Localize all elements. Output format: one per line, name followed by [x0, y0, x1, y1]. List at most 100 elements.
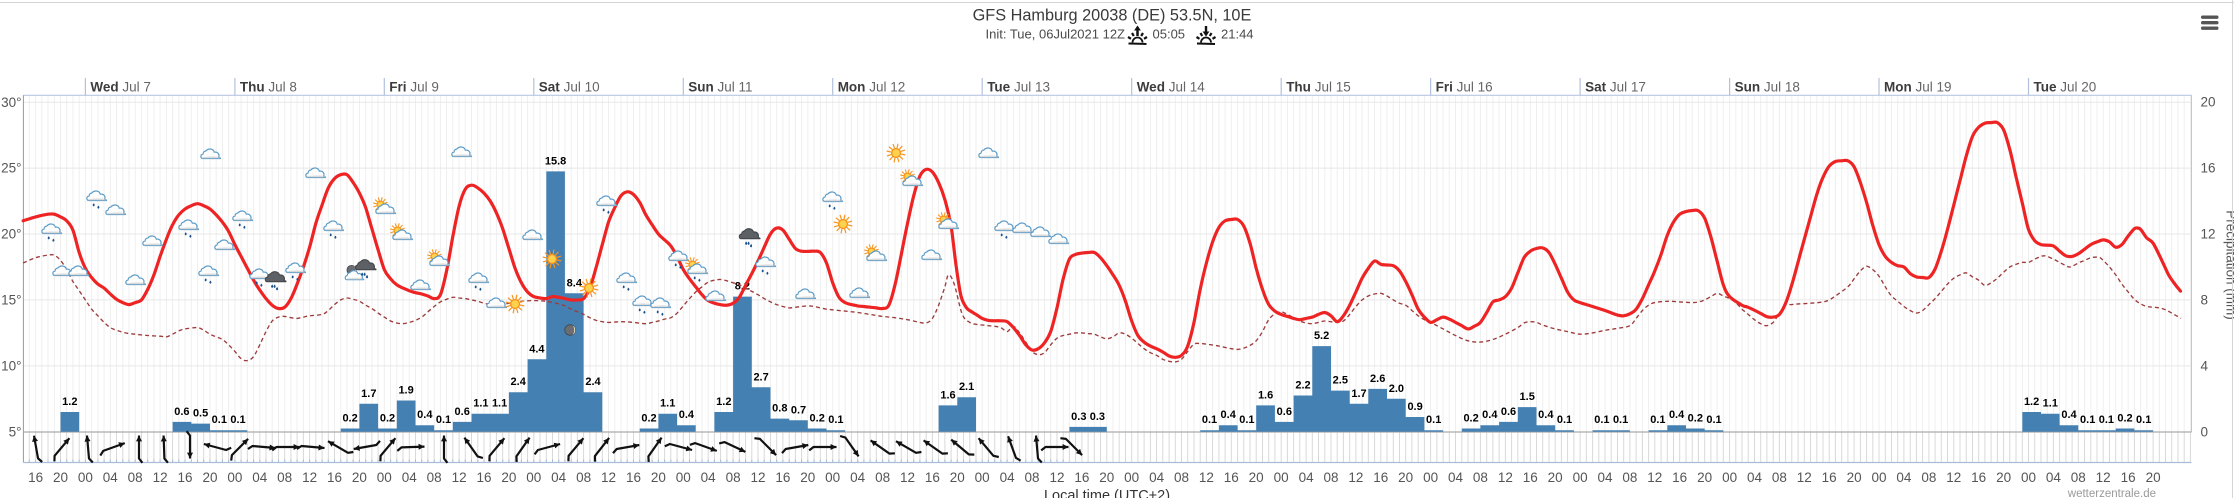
- svg-text:25°: 25°: [1, 161, 21, 176]
- svg-text:0.9: 0.9: [1407, 401, 1422, 413]
- svg-text:Init: Tue, 06Jul2021 12Z: Init: Tue, 06Jul2021 12Z: [986, 27, 1126, 42]
- svg-text:0.2: 0.2: [1688, 413, 1703, 425]
- svg-text:0.8: 0.8: [772, 403, 787, 415]
- svg-text:Sat Jul 10: Sat Jul 10: [539, 80, 600, 95]
- svg-text:0.6: 0.6: [1277, 406, 1292, 418]
- svg-text:16: 16: [1822, 470, 1837, 485]
- svg-text:Thu Jul 8: Thu Jul 8: [240, 80, 297, 95]
- svg-text:12: 12: [302, 470, 317, 485]
- svg-text:1.1: 1.1: [492, 398, 507, 410]
- svg-text:08: 08: [277, 470, 292, 485]
- svg-text:0.7: 0.7: [791, 404, 806, 416]
- svg-text:08: 08: [1622, 470, 1637, 485]
- svg-text:12: 12: [1946, 470, 1961, 485]
- svg-text:8: 8: [2201, 293, 2209, 308]
- svg-text:2.4: 2.4: [511, 376, 527, 388]
- svg-text:0.1: 0.1: [1650, 414, 1665, 426]
- svg-text:16: 16: [775, 470, 790, 485]
- svg-text:Sat Jul 17: Sat Jul 17: [1585, 80, 1646, 95]
- svg-text:1.1: 1.1: [2043, 398, 2058, 410]
- svg-text:2.0: 2.0: [1389, 383, 1404, 395]
- svg-text:00: 00: [975, 470, 990, 485]
- svg-text:21:44: 21:44: [1221, 27, 1254, 42]
- svg-text:00: 00: [676, 470, 691, 485]
- svg-text:12: 12: [601, 470, 616, 485]
- svg-text:20: 20: [651, 470, 666, 485]
- svg-text:0.2: 0.2: [810, 413, 825, 425]
- svg-text:08: 08: [427, 470, 442, 485]
- svg-text:00: 00: [1871, 470, 1886, 485]
- svg-text:15°: 15°: [1, 293, 21, 308]
- svg-text:0.1: 0.1: [212, 414, 227, 426]
- svg-text:12: 12: [1797, 470, 1812, 485]
- svg-text:2.4: 2.4: [585, 376, 601, 388]
- svg-text:04: 04: [1896, 470, 1912, 485]
- svg-text:04: 04: [1597, 470, 1613, 485]
- svg-text:wetterzentrale.de: wetterzentrale.de: [2067, 488, 2156, 498]
- svg-text:08: 08: [1772, 470, 1787, 485]
- svg-text:16: 16: [177, 470, 192, 485]
- svg-text:04: 04: [252, 470, 268, 485]
- svg-text:08: 08: [1921, 470, 1936, 485]
- svg-text:20: 20: [1099, 470, 1114, 485]
- svg-text:04: 04: [1448, 470, 1464, 485]
- svg-text:20: 20: [352, 470, 367, 485]
- svg-text:16: 16: [327, 470, 342, 485]
- svg-text:16: 16: [476, 470, 491, 485]
- svg-text:20: 20: [1697, 470, 1712, 485]
- svg-text:20: 20: [950, 470, 965, 485]
- svg-text:00: 00: [377, 470, 392, 485]
- svg-text:20°: 20°: [1, 227, 21, 242]
- svg-text:1.7: 1.7: [361, 388, 376, 400]
- svg-text:2.6: 2.6: [1370, 373, 1385, 385]
- svg-text:1.2: 1.2: [2024, 396, 2039, 408]
- svg-text:16: 16: [1224, 470, 1239, 485]
- svg-text:5°: 5°: [9, 424, 22, 439]
- svg-text:Mon Jul 19: Mon Jul 19: [1884, 80, 1952, 95]
- svg-text:16: 16: [1971, 470, 1986, 485]
- svg-text:0.1: 0.1: [1613, 414, 1628, 426]
- svg-text:1.6: 1.6: [1258, 389, 1273, 401]
- svg-text:08: 08: [2071, 470, 2086, 485]
- svg-text:Wed Jul 7: Wed Jul 7: [90, 80, 151, 95]
- svg-text:00: 00: [1274, 470, 1289, 485]
- svg-text:0.2: 0.2: [2117, 413, 2132, 425]
- svg-text:12: 12: [1498, 470, 1513, 485]
- svg-text:04: 04: [551, 470, 567, 485]
- svg-text:00: 00: [526, 470, 541, 485]
- svg-text:0.6: 0.6: [174, 406, 189, 418]
- svg-text:20: 20: [1398, 470, 1413, 485]
- svg-text:20: 20: [1548, 470, 1563, 485]
- svg-text:0.2: 0.2: [380, 413, 395, 425]
- svg-text:0.1: 0.1: [1706, 414, 1721, 426]
- svg-text:20: 20: [2201, 95, 2216, 110]
- svg-text:0.1: 0.1: [230, 414, 245, 426]
- svg-text:0.1: 0.1: [1594, 414, 1609, 426]
- svg-text:04: 04: [2046, 470, 2062, 485]
- svg-text:08: 08: [1174, 470, 1189, 485]
- svg-text:0.1: 0.1: [1426, 414, 1441, 426]
- svg-text:2.7: 2.7: [753, 371, 768, 383]
- svg-text:0.4: 0.4: [1669, 409, 1685, 421]
- svg-text:04: 04: [103, 470, 119, 485]
- svg-text:0.4: 0.4: [1482, 409, 1498, 421]
- svg-text:08: 08: [726, 470, 741, 485]
- svg-text:30°: 30°: [1, 95, 21, 110]
- svg-text:0: 0: [2201, 424, 2209, 439]
- svg-text:1.6: 1.6: [940, 389, 955, 401]
- svg-text:08: 08: [576, 470, 591, 485]
- svg-text:8.4: 8.4: [567, 277, 583, 289]
- svg-text:0.5: 0.5: [193, 408, 208, 420]
- svg-text:0.4: 0.4: [2061, 409, 2077, 421]
- svg-text:12: 12: [750, 470, 765, 485]
- svg-text:12: 12: [900, 470, 915, 485]
- svg-text:20: 20: [1249, 470, 1264, 485]
- svg-text:Thu Jul 15: Thu Jul 15: [1286, 80, 1351, 95]
- svg-text:20: 20: [800, 470, 815, 485]
- svg-text:16: 16: [1523, 470, 1538, 485]
- svg-text:12: 12: [153, 470, 168, 485]
- svg-text:04: 04: [1149, 470, 1165, 485]
- svg-text:20: 20: [1847, 470, 1862, 485]
- svg-text:0.1: 0.1: [1202, 414, 1217, 426]
- svg-text:04: 04: [1747, 470, 1763, 485]
